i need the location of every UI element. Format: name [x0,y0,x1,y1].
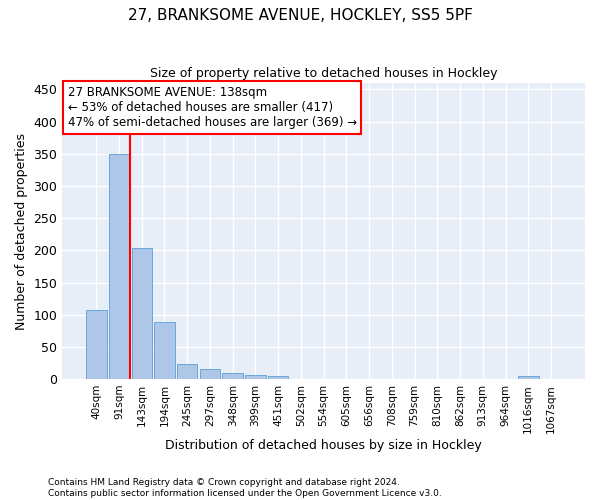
Bar [177,364,197,379]
X-axis label: Distribution of detached houses by size in Hockley: Distribution of detached houses by size … [165,440,482,452]
Bar [86,310,107,379]
Bar [268,376,289,379]
Bar [245,374,266,379]
Bar [109,154,129,379]
Bar [200,370,220,379]
Text: Contains HM Land Registry data © Crown copyright and database right 2024.
Contai: Contains HM Land Registry data © Crown c… [48,478,442,498]
Y-axis label: Number of detached properties: Number of detached properties [15,132,28,330]
Bar [154,322,175,379]
Title: Size of property relative to detached houses in Hockley: Size of property relative to detached ho… [150,68,497,80]
Text: 27 BRANKSOME AVENUE: 138sqm
← 53% of detached houses are smaller (417)
47% of se: 27 BRANKSOME AVENUE: 138sqm ← 53% of det… [68,86,356,129]
Bar [223,374,243,379]
Bar [131,248,152,379]
Text: 27, BRANKSOME AVENUE, HOCKLEY, SS5 5PF: 27, BRANKSOME AVENUE, HOCKLEY, SS5 5PF [128,8,472,22]
Bar [518,376,539,379]
